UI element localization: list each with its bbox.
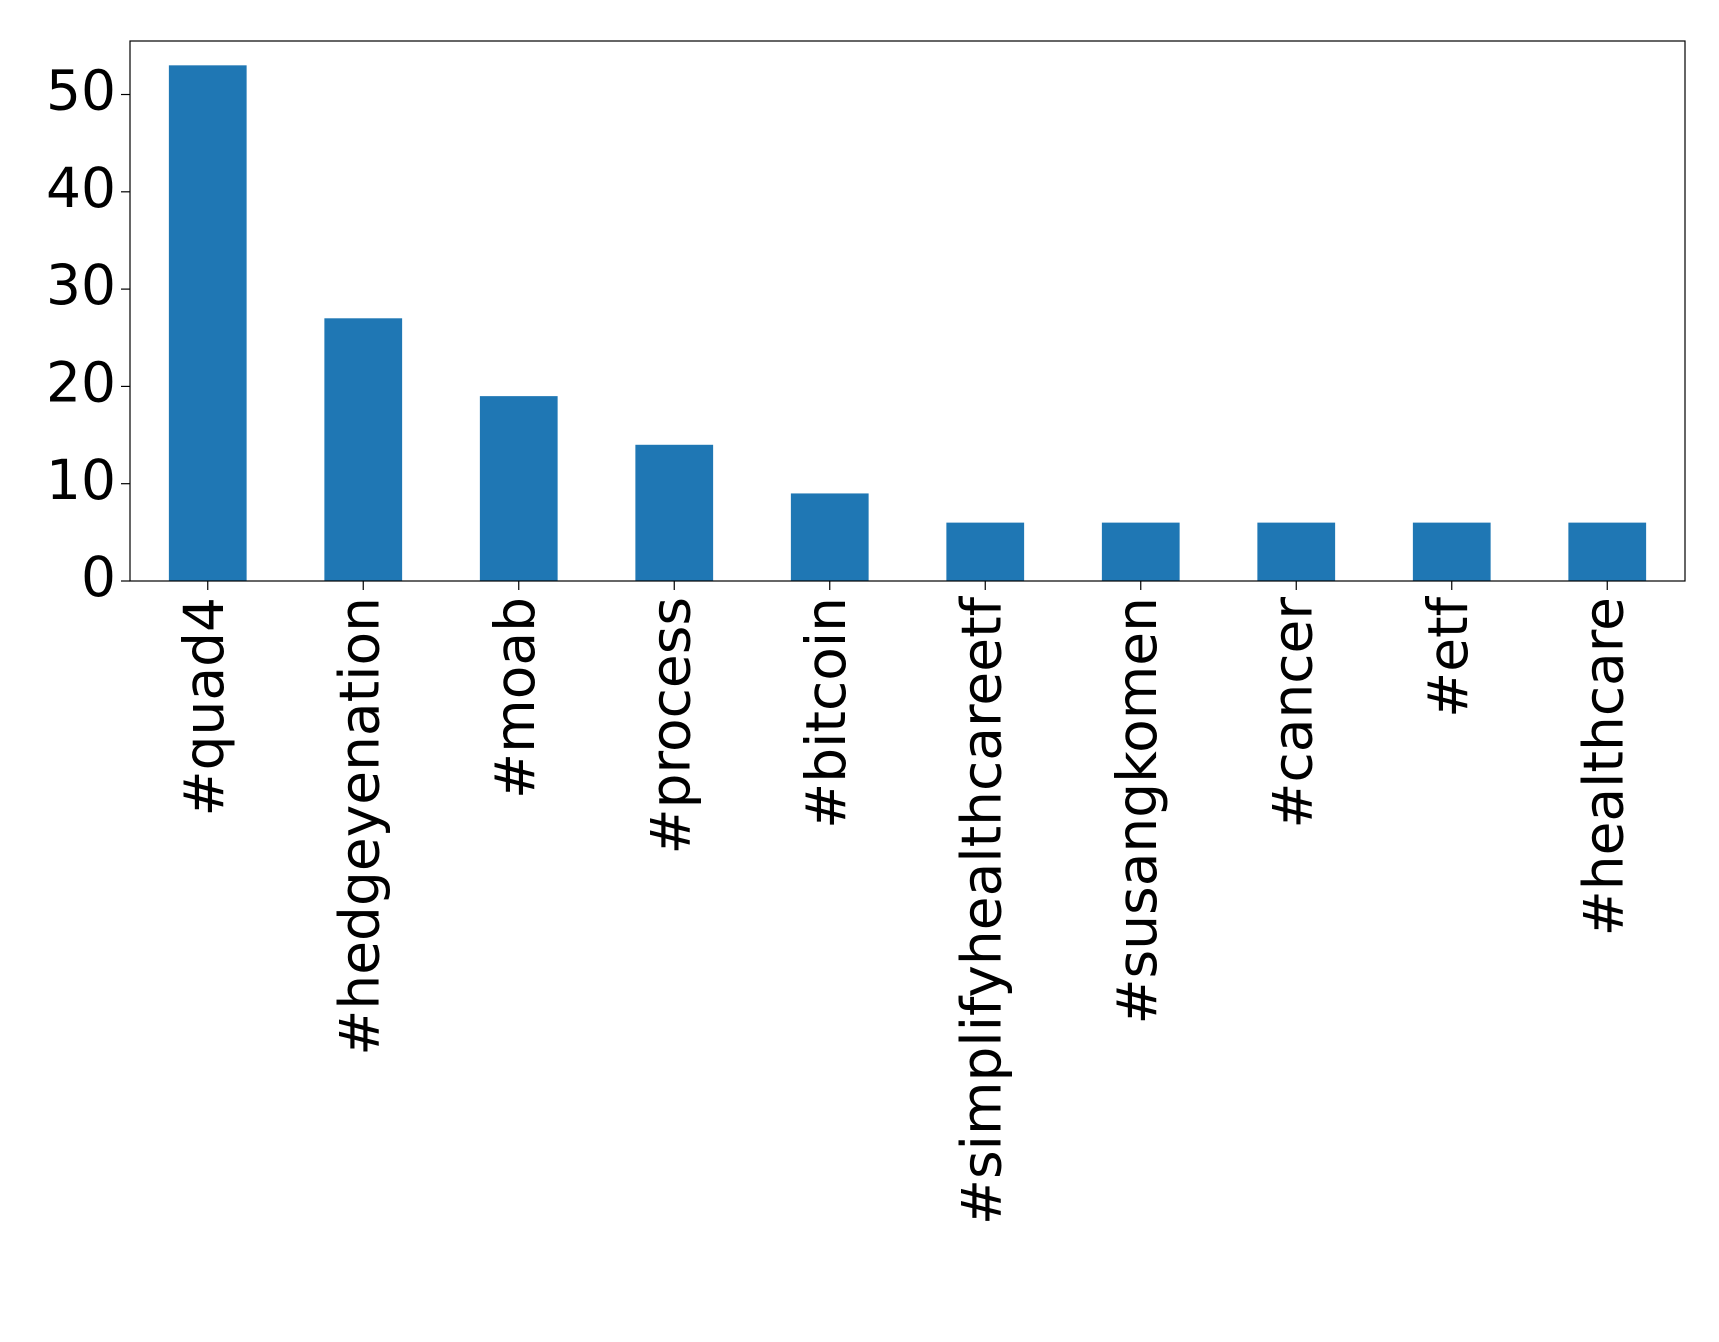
bar: [1568, 522, 1647, 581]
x-tick-label: #susangkomen: [1105, 597, 1169, 1025]
y-tick-label: 30: [46, 253, 116, 317]
bar: [946, 522, 1025, 581]
y-tick-label: 40: [46, 156, 116, 220]
x-tick-label: #process: [638, 597, 702, 854]
x-tick-label: #moab: [483, 597, 547, 799]
y-tick-label: 50: [46, 59, 116, 123]
x-tick-label: #quad4: [172, 597, 236, 816]
bar: [1257, 522, 1336, 581]
bar: [1101, 522, 1180, 581]
bar: [479, 396, 558, 581]
x-tick-label: #simplifyhealthcareetf: [949, 595, 1013, 1225]
y-tick-label: 20: [46, 351, 116, 415]
x-tick-label: #bitcoin: [794, 597, 858, 829]
x-tick-label: #cancer: [1260, 597, 1324, 829]
y-tick-label: 10: [46, 448, 116, 512]
x-tick-label: #etf: [1416, 595, 1480, 717]
x-tick-label: #hedgeyenation: [327, 597, 391, 1056]
y-tick-label: 0: [81, 545, 116, 609]
bar: [324, 318, 403, 581]
bar: [790, 493, 869, 581]
bar: [1412, 522, 1491, 581]
bar: [168, 65, 247, 581]
bar: [635, 444, 714, 581]
plot-frame: [129, 40, 1686, 582]
x-tick-label: #healthcare: [1571, 597, 1635, 936]
